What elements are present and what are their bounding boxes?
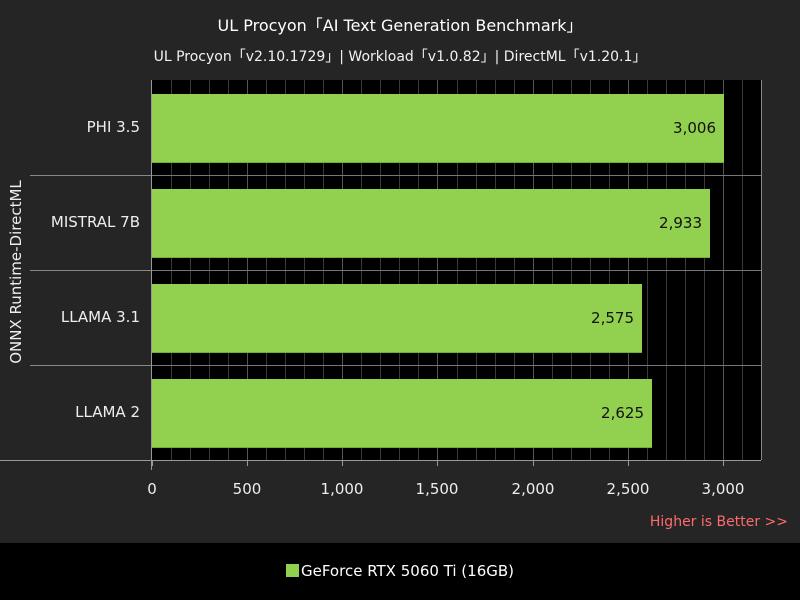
tick-mark	[437, 460, 438, 466]
chart-panel: UL Procyon「AI Text Generation Benchmark」…	[0, 0, 800, 543]
x-axis-line	[0, 460, 761, 461]
tick-mark	[628, 460, 629, 466]
x-tick-label: 2,000	[511, 480, 555, 498]
tick-mark	[533, 460, 534, 466]
bar-value-label: 2,933	[659, 214, 702, 232]
tick-mark	[342, 460, 343, 466]
tick-mark	[723, 460, 724, 466]
bar: 3,006	[152, 94, 724, 163]
tick-mark	[247, 460, 248, 466]
row-separator	[152, 365, 761, 366]
chart-subtitle: UL Procyon「v2.10.1729」| Workload「v1.0.82…	[153, 49, 647, 65]
row-separator	[152, 270, 761, 271]
bar: 2,625	[152, 379, 652, 448]
bar: 2,575	[152, 284, 642, 353]
chart-title: UL Procyon「AI Text Generation Benchmark」	[217, 16, 583, 35]
category-label: PHI 3.5	[86, 118, 140, 136]
row-separator	[152, 175, 761, 176]
x-tick-label: 1,000	[320, 480, 364, 498]
category-separator	[30, 175, 152, 176]
higher-is-better-note: Higher is Better >>	[649, 514, 788, 530]
y-group-label: ONNX Runtime-DirectML	[7, 180, 25, 364]
bar: 2,933	[152, 189, 710, 258]
category-label: LLAMA 2	[75, 403, 140, 421]
x-tick-label: 500	[232, 480, 262, 498]
bar-value-label: 2,575	[591, 309, 634, 327]
legend-label: GeForce RTX 5060 Ti (16GB)	[300, 562, 515, 580]
x-tick-label: 3,000	[701, 480, 745, 498]
plot-area: 3,006 2,933 2,575 2,625	[152, 80, 762, 460]
legend: GeForce RTX 5060 Ti (16GB)	[0, 562, 800, 580]
category-label: MISTRAL 7B	[50, 213, 140, 231]
x-tick-label: 1,500	[415, 480, 459, 498]
legend-swatch	[285, 564, 299, 577]
bar-value-label: 2,625	[601, 404, 644, 422]
category-separator	[30, 270, 152, 271]
y-axis-line	[151, 80, 152, 470]
category-label: LLAMA 3.1	[60, 308, 140, 326]
tick-mark	[152, 460, 153, 466]
x-tick-label: 0	[147, 480, 157, 498]
bar-value-label: 3,006	[673, 119, 716, 137]
x-tick-label: 2,500	[606, 480, 650, 498]
category-separator	[30, 365, 152, 366]
